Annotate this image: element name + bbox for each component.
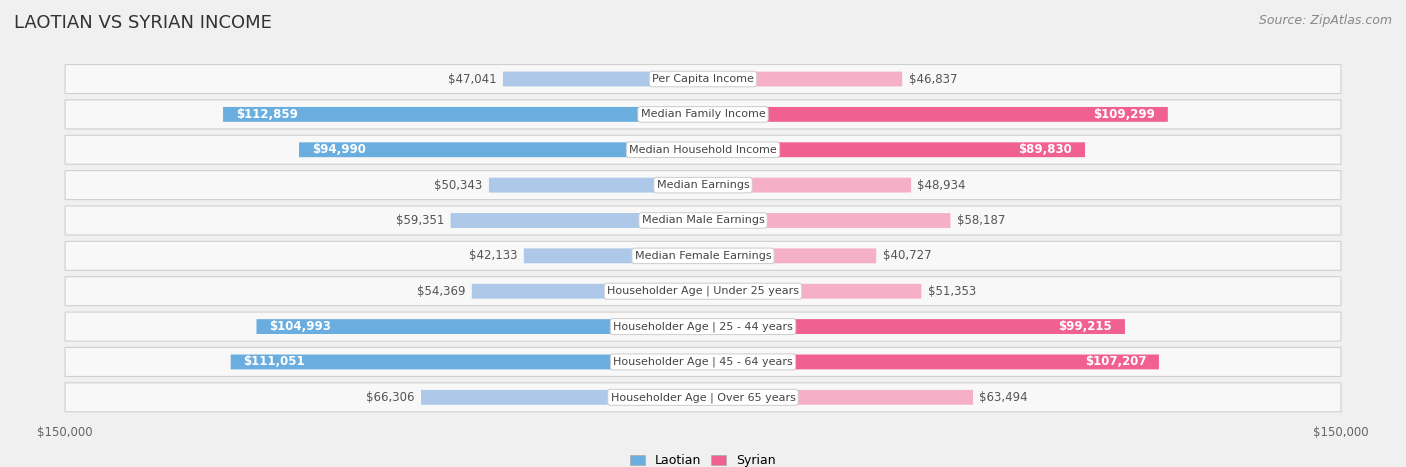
FancyBboxPatch shape (65, 170, 1341, 199)
Text: LAOTIAN VS SYRIAN INCOME: LAOTIAN VS SYRIAN INCOME (14, 14, 271, 32)
FancyBboxPatch shape (503, 71, 703, 86)
Text: Median Earnings: Median Earnings (657, 180, 749, 190)
FancyBboxPatch shape (703, 284, 921, 298)
FancyBboxPatch shape (65, 347, 1341, 376)
Text: Householder Age | 25 - 44 years: Householder Age | 25 - 44 years (613, 321, 793, 332)
FancyBboxPatch shape (65, 277, 1341, 306)
Text: Median Female Earnings: Median Female Earnings (634, 251, 772, 261)
Text: Per Capita Income: Per Capita Income (652, 74, 754, 84)
Text: $107,207: $107,207 (1084, 355, 1146, 368)
Legend: Laotian, Syrian: Laotian, Syrian (626, 449, 780, 467)
FancyBboxPatch shape (420, 390, 703, 405)
FancyBboxPatch shape (65, 383, 1341, 412)
FancyBboxPatch shape (65, 241, 1341, 270)
FancyBboxPatch shape (703, 390, 973, 405)
Text: $48,934: $48,934 (918, 178, 966, 191)
Text: Householder Age | 45 - 64 years: Householder Age | 45 - 64 years (613, 357, 793, 367)
Text: $109,299: $109,299 (1094, 108, 1156, 121)
FancyBboxPatch shape (231, 354, 703, 369)
Text: $94,990: $94,990 (312, 143, 366, 156)
Text: $59,351: $59,351 (396, 214, 444, 227)
FancyBboxPatch shape (65, 64, 1341, 93)
Text: $89,830: $89,830 (1018, 143, 1073, 156)
Text: $46,837: $46,837 (908, 72, 957, 85)
FancyBboxPatch shape (524, 248, 703, 263)
FancyBboxPatch shape (224, 107, 703, 122)
FancyBboxPatch shape (703, 319, 1125, 334)
FancyBboxPatch shape (703, 142, 1085, 157)
Text: $111,051: $111,051 (243, 355, 305, 368)
Text: Median Male Earnings: Median Male Earnings (641, 215, 765, 226)
Text: $54,369: $54,369 (418, 285, 465, 298)
Text: $50,343: $50,343 (434, 178, 482, 191)
FancyBboxPatch shape (65, 100, 1341, 129)
Text: $47,041: $47,041 (449, 72, 496, 85)
Text: $66,306: $66,306 (366, 391, 415, 404)
Text: Householder Age | Over 65 years: Householder Age | Over 65 years (610, 392, 796, 403)
FancyBboxPatch shape (472, 284, 703, 298)
FancyBboxPatch shape (703, 107, 1168, 122)
Text: Median Household Income: Median Household Income (628, 145, 778, 155)
FancyBboxPatch shape (703, 71, 903, 86)
FancyBboxPatch shape (65, 312, 1341, 341)
FancyBboxPatch shape (65, 206, 1341, 235)
FancyBboxPatch shape (450, 213, 703, 228)
FancyBboxPatch shape (489, 178, 703, 192)
FancyBboxPatch shape (703, 354, 1159, 369)
Text: $99,215: $99,215 (1059, 320, 1112, 333)
Text: $42,133: $42,133 (470, 249, 517, 262)
FancyBboxPatch shape (65, 135, 1341, 164)
Text: Source: ZipAtlas.com: Source: ZipAtlas.com (1258, 14, 1392, 27)
Text: $51,353: $51,353 (928, 285, 976, 298)
Text: $63,494: $63,494 (980, 391, 1028, 404)
FancyBboxPatch shape (299, 142, 703, 157)
FancyBboxPatch shape (256, 319, 703, 334)
FancyBboxPatch shape (703, 213, 950, 228)
FancyBboxPatch shape (703, 248, 876, 263)
Text: $112,859: $112,859 (236, 108, 298, 121)
Text: $104,993: $104,993 (270, 320, 332, 333)
Text: $40,727: $40,727 (883, 249, 931, 262)
Text: Householder Age | Under 25 years: Householder Age | Under 25 years (607, 286, 799, 297)
FancyBboxPatch shape (703, 178, 911, 192)
Text: Median Family Income: Median Family Income (641, 109, 765, 120)
Text: $58,187: $58,187 (957, 214, 1005, 227)
